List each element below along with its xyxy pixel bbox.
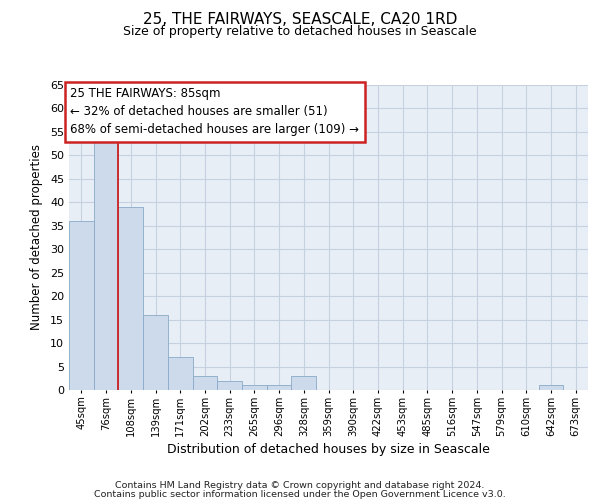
Bar	[242, 386, 267, 390]
Text: 25 THE FAIRWAYS: 85sqm
← 32% of detached houses are smaller (51)
68% of semi-det: 25 THE FAIRWAYS: 85sqm ← 32% of detached…	[70, 88, 359, 136]
Bar	[193, 376, 217, 390]
Text: Distribution of detached houses by size in Seascale: Distribution of detached houses by size …	[167, 442, 490, 456]
Bar	[267, 386, 292, 390]
Bar	[217, 380, 242, 390]
Text: 25, THE FAIRWAYS, SEASCALE, CA20 1RD: 25, THE FAIRWAYS, SEASCALE, CA20 1RD	[143, 12, 457, 28]
Text: Size of property relative to detached houses in Seascale: Size of property relative to detached ho…	[123, 25, 477, 38]
Bar	[168, 357, 193, 390]
Bar	[539, 386, 563, 390]
Y-axis label: Number of detached properties: Number of detached properties	[30, 144, 43, 330]
Bar	[143, 315, 168, 390]
Bar	[118, 207, 143, 390]
Text: Contains public sector information licensed under the Open Government Licence v3: Contains public sector information licen…	[94, 490, 506, 499]
Bar	[69, 221, 94, 390]
Text: Contains HM Land Registry data © Crown copyright and database right 2024.: Contains HM Land Registry data © Crown c…	[115, 481, 485, 490]
Bar	[94, 142, 118, 390]
Bar	[292, 376, 316, 390]
